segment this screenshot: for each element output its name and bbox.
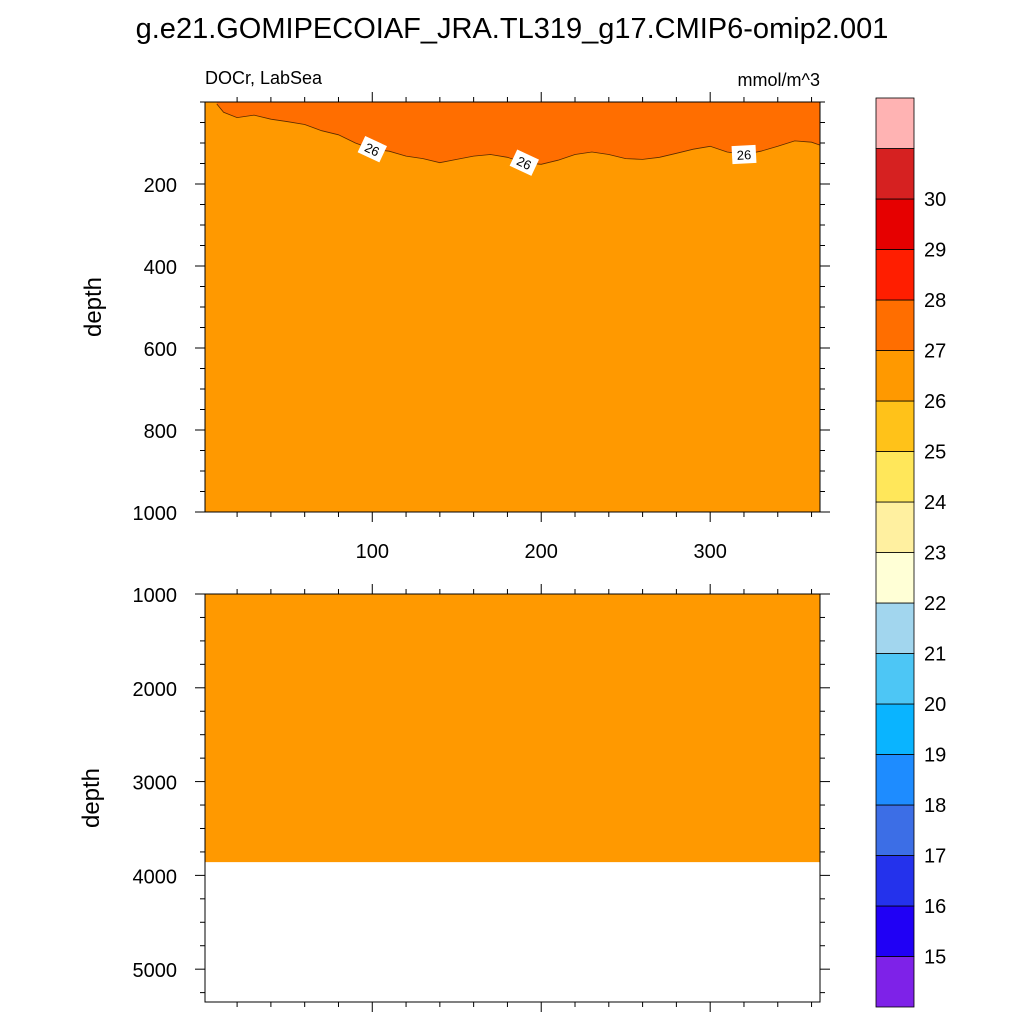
colorbar-label: 15: [924, 947, 946, 969]
lower-frame: [204, 593, 821, 1003]
colorbar-label: 19: [924, 745, 946, 767]
colorbar-label: 20: [924, 694, 946, 716]
contour-label: 26: [731, 144, 757, 165]
colorbar-label: 23: [924, 543, 946, 565]
colorbar-swatch: [875, 754, 915, 806]
y-tick-label: 800: [144, 421, 177, 443]
contour-label: 26: [509, 149, 539, 176]
colorbar-label: 25: [924, 442, 946, 464]
units-label: mmol/m^3: [738, 70, 820, 90]
colorbar-label: 21: [924, 644, 946, 666]
colorbar-swatch: [875, 198, 915, 250]
upper-panel: 26 26 26 200 400 600 800 1000 100 200 300 depth: [80, 92, 830, 563]
colorbar: 15 16 17 18 19 20 21 22 23 24 25 26 27 28 29 30: [875, 97, 946, 1008]
colorbar-label: 22: [924, 593, 946, 615]
colorbar-swatch: [875, 299, 915, 351]
colorbar-swatch: [875, 602, 915, 654]
contour-label-text: 26: [514, 153, 533, 173]
colorbar-swatch: [875, 956, 915, 1008]
y-tick-label: 4000: [133, 866, 178, 888]
contour-labels: 26 26 26: [357, 135, 757, 176]
colorbar-swatch: [875, 97, 915, 149]
colorbar-label: 27: [924, 341, 946, 363]
colorbar-label: 28: [924, 290, 946, 312]
lower-below-bottom: [205, 862, 820, 1002]
x-tick-label: 300: [693, 541, 726, 563]
y-tick-label: 2000: [133, 679, 178, 701]
y-tick-label: 1000: [133, 503, 178, 525]
colorbar-swatch: [875, 400, 915, 452]
chart-title: g.e21.GOMIPECOIAF_JRA.TL319_g17.CMIP6-om…: [136, 13, 889, 45]
lower-panel: 1000 2000 3000 4000 5000 depth: [78, 584, 830, 1012]
lower-y-axis-label: depth: [78, 768, 105, 828]
y-tick-label: 200: [144, 175, 177, 197]
contour-label: 26: [357, 135, 387, 163]
y-tick-label: 3000: [133, 773, 178, 795]
y-tick-label: 400: [144, 257, 177, 279]
subtitle-left: DOCr, LabSea: [205, 68, 323, 88]
colorbar-swatch: [875, 905, 915, 957]
colorbar-swatch: [875, 350, 915, 402]
surface-layer-fill: [216, 102, 821, 165]
upper-ticks: 200 400 600 800 1000 100 200 300: [133, 92, 830, 563]
contour-label-text: 26: [362, 140, 381, 160]
colorbar-swatch: [875, 501, 915, 553]
colorbar-swatch: [875, 148, 915, 200]
colorbar-label: 30: [924, 189, 946, 211]
lower-background-fill: [205, 594, 820, 863]
colorbar-label: 18: [924, 795, 946, 817]
colorbar-swatch: [875, 552, 915, 604]
colorbar-swatch: [875, 703, 915, 755]
colorbar-label: 24: [924, 492, 946, 514]
colorbar-swatch: [875, 855, 915, 907]
colorbar-swatch: [875, 451, 915, 503]
colorbar-label: 17: [924, 846, 946, 868]
colorbar-swatch: [875, 249, 915, 301]
upper-y-axis-label: depth: [80, 277, 107, 337]
colorbar-swatch: [875, 653, 915, 705]
y-tick-label: 5000: [133, 960, 178, 982]
lower-ticks: 1000 2000 3000 4000 5000: [133, 584, 830, 1012]
y-tick-label: 600: [144, 339, 177, 361]
y-tick-label: 1000: [133, 585, 178, 607]
colorbar-label: 29: [924, 240, 946, 262]
x-tick-label: 100: [356, 541, 389, 563]
colorbar-label: 16: [924, 896, 946, 918]
contour-label-text: 26: [736, 147, 751, 163]
colorbar-label: 26: [924, 391, 946, 413]
upper-background-fill: [205, 102, 820, 512]
x-tick-label: 200: [525, 541, 558, 563]
colorbar-swatch: [875, 804, 915, 856]
